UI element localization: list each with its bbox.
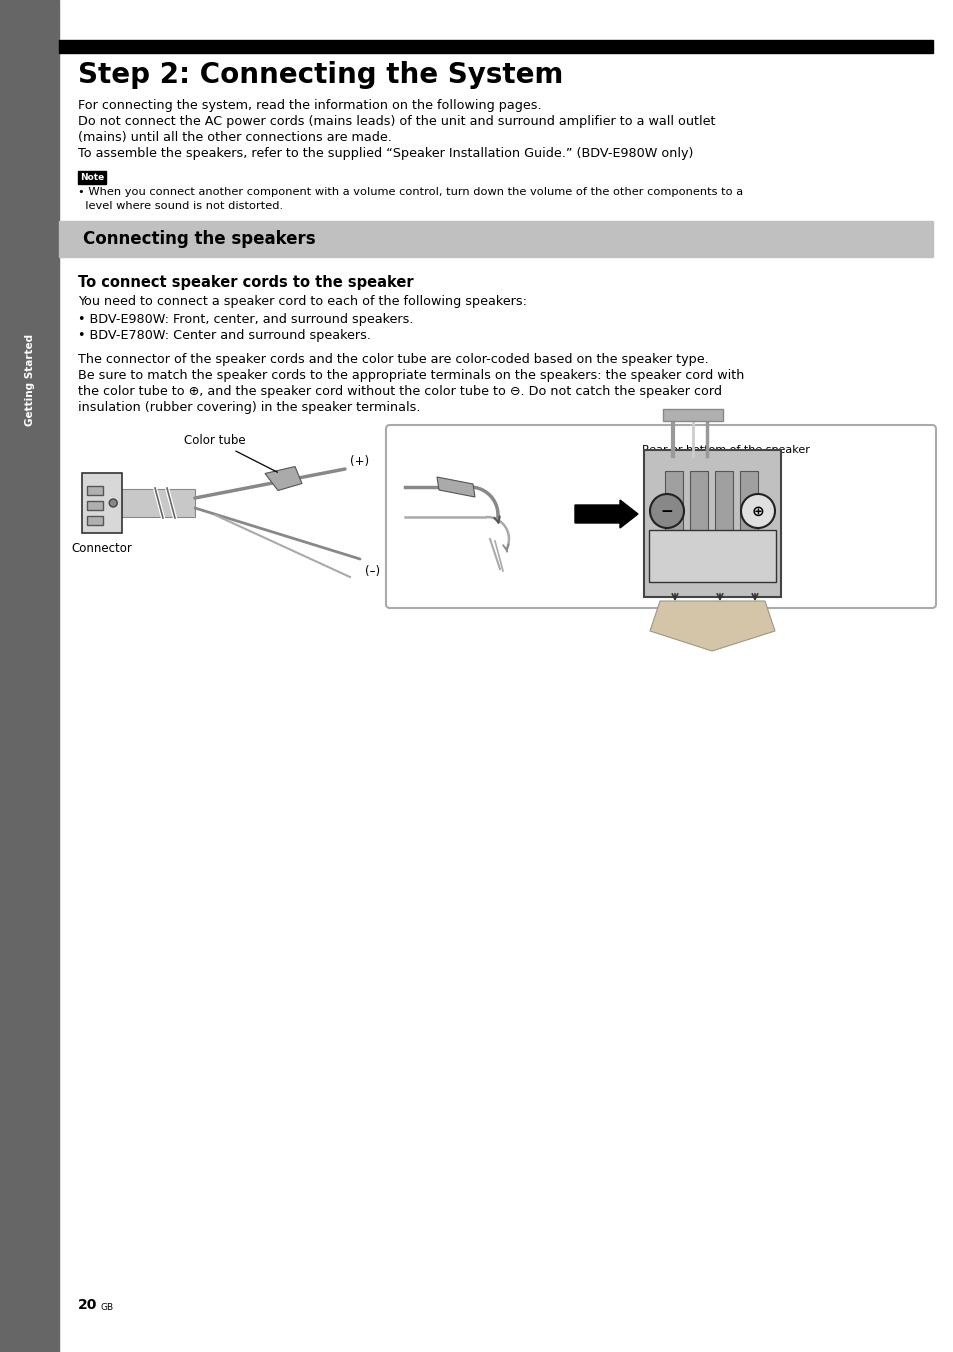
Polygon shape (649, 602, 774, 652)
Bar (121, 489, 194, 516)
Text: Connector: Connector (71, 542, 132, 556)
Text: • BDV-E780W: Center and surround speakers.: • BDV-E780W: Center and surround speaker… (78, 329, 371, 342)
Bar (78, 170, 106, 184)
Text: You need to connect a speaker cord to each of the following speakers:: You need to connect a speaker cord to ea… (78, 295, 527, 308)
Bar (59, 41, 932, 53)
Bar (0, 0, 59, 1352)
FancyArrow shape (575, 500, 638, 529)
Circle shape (109, 499, 117, 507)
Text: Step 2: Connecting the System: Step 2: Connecting the System (78, 61, 563, 89)
Text: To assemble the speakers, refer to the supplied “Speaker Installation Guide.” (B: To assemble the speakers, refer to the s… (78, 147, 693, 160)
Bar (87, 502, 103, 510)
Text: Connecting the speakers: Connecting the speakers (83, 230, 315, 247)
Bar (664, 470, 682, 546)
Bar (689, 470, 707, 546)
Text: • When you connect another component with a volume control, turn down the volume: • When you connect another component wit… (78, 187, 742, 197)
Text: −: − (659, 503, 673, 519)
Polygon shape (265, 466, 302, 491)
Polygon shape (436, 477, 475, 498)
Text: (mains) until all the other connections are made.: (mains) until all the other connections … (78, 131, 392, 145)
Text: level where sound is not distorted.: level where sound is not distorted. (78, 201, 283, 211)
Text: The connector of the speaker cords and the color tube are color-coded based on t: The connector of the speaker cords and t… (78, 353, 708, 366)
Text: insulation (rubber covering) in the speaker terminals.: insulation (rubber covering) in the spea… (78, 402, 420, 414)
Text: To connect speaker cords to the speaker: To connect speaker cords to the speaker (78, 274, 414, 289)
Text: 20: 20 (78, 1298, 97, 1311)
Text: • BDV-E980W: Front, center, and surround speakers.: • BDV-E980W: Front, center, and surround… (78, 314, 414, 326)
Text: Getting Started: Getting Started (25, 334, 34, 426)
Circle shape (740, 493, 774, 529)
Text: For connecting the system, read the information on the following pages.: For connecting the system, read the info… (78, 99, 541, 112)
FancyBboxPatch shape (643, 450, 781, 598)
Text: (–): (–) (365, 565, 379, 577)
Bar (87, 485, 103, 495)
Text: Be sure to match the speaker cords to the appropriate terminals on the speakers:: Be sure to match the speaker cords to th… (78, 369, 744, 383)
Bar (87, 516, 103, 525)
Text: Note: Note (80, 173, 104, 183)
Circle shape (649, 493, 683, 529)
Text: GB: GB (100, 1303, 113, 1311)
Bar (59, 220, 932, 257)
Text: ⊕: ⊕ (751, 503, 763, 519)
Bar (662, 410, 722, 420)
Bar (714, 470, 732, 546)
Text: Color tube: Color tube (184, 434, 277, 472)
FancyBboxPatch shape (386, 425, 935, 608)
FancyBboxPatch shape (82, 473, 122, 533)
Text: the color tube to ⊕, and the speaker cord without the color tube to ⊖. Do not ca: the color tube to ⊕, and the speaker cor… (78, 385, 721, 397)
FancyBboxPatch shape (648, 530, 775, 581)
Text: Rear or bottom of the speaker: Rear or bottom of the speaker (641, 445, 809, 456)
Text: Do not connect the AC power cords (mains leads) of the unit and surround amplifi: Do not connect the AC power cords (mains… (78, 115, 715, 128)
Text: (+): (+) (350, 454, 369, 468)
Bar (740, 470, 758, 546)
